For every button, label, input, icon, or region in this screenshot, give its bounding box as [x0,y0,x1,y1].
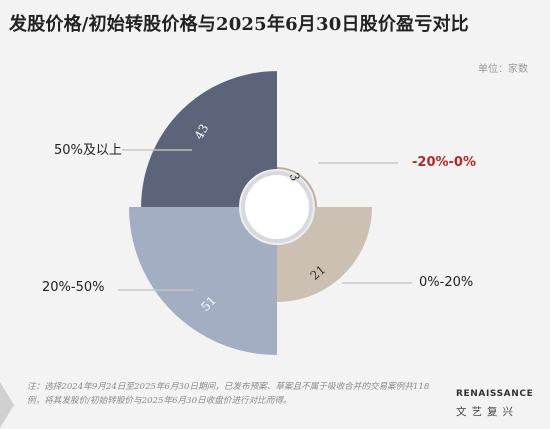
value-label-0: 43 [192,122,212,142]
center-hole [245,175,309,239]
category-label-2: 0%-20% [419,275,474,290]
brand-logo: RENAISSANCE [456,389,534,399]
rose-wedge-3 [129,207,277,355]
value-label-1: 3 [287,171,303,183]
footnote: 注：选择2024年9月24日至2025年6月30日期间，已发布预案、草案且不属于… [27,382,430,406]
category-label-3: 20%-50% [42,280,105,295]
rose-wedge-0 [141,71,277,207]
center-ring-edge [239,169,315,245]
brand-logo-cn: 文艺复兴 [456,406,518,418]
category-label-0: 50%及以上 [54,143,122,158]
unit-label: 单位：家数 [478,64,528,75]
chart-title: 发股价格/初始转股价格与2025年6月30日股价盈亏对比 [9,14,469,35]
category-label-1: -20%-0% [412,155,476,170]
footnote-marker [0,382,14,428]
